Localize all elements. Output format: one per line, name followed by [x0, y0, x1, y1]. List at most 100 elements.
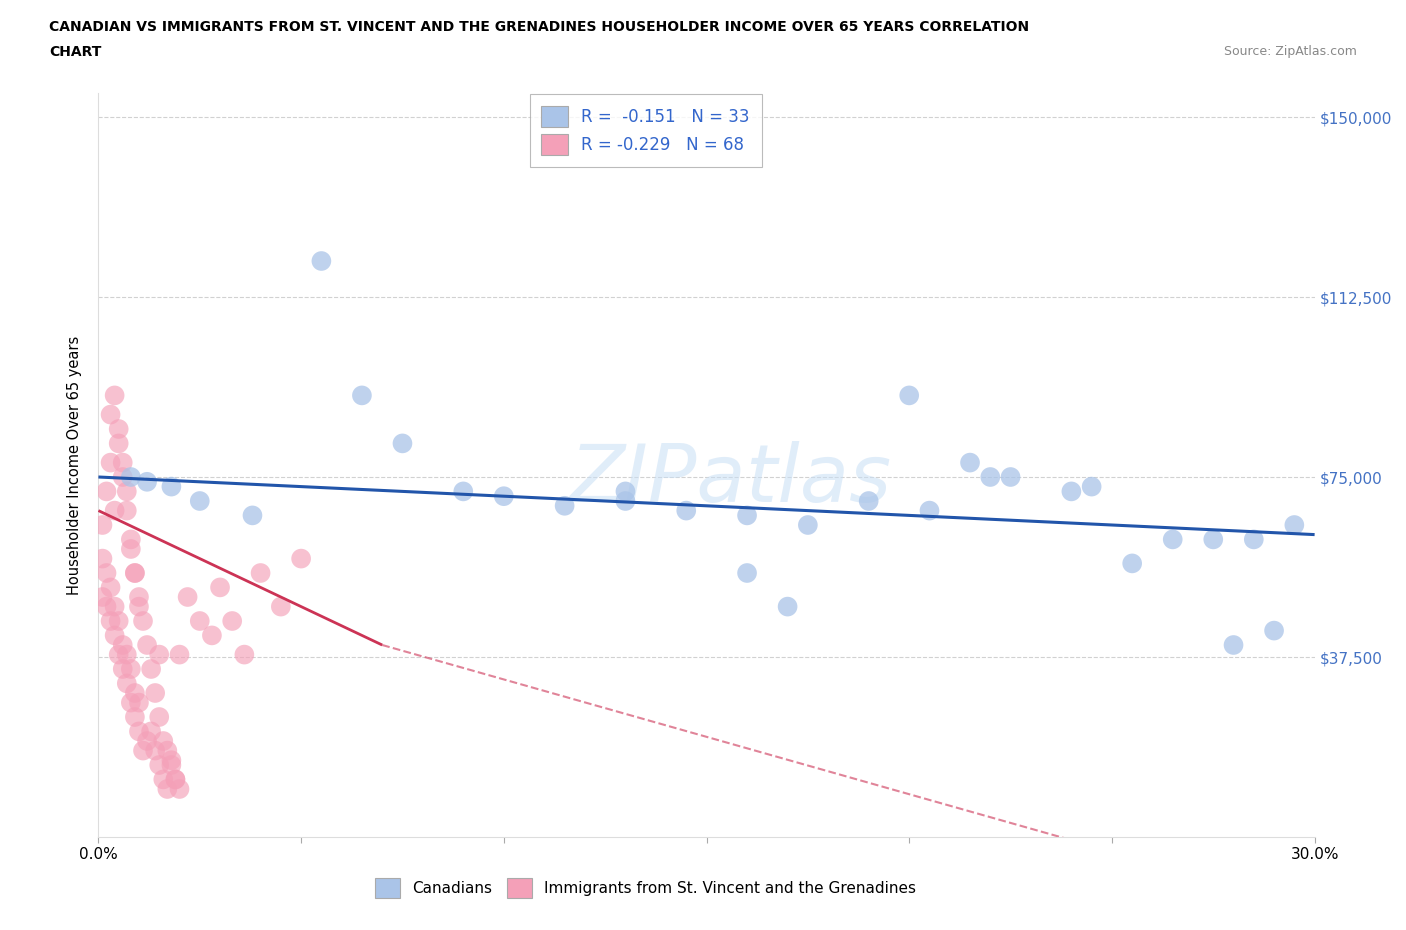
Point [91, 590, 114, 604]
Point [1121, 556, 1143, 571]
Point [918, 503, 941, 518]
Text: Source: ZipAtlas.com: Source: ZipAtlas.com [1223, 45, 1357, 58]
Point [959, 455, 981, 470]
Point [120, 541, 142, 556]
Point [100, 614, 122, 629]
Point [188, 614, 211, 629]
Point [1202, 532, 1225, 547]
Point [160, 758, 183, 773]
Point [124, 710, 146, 724]
Point [115, 503, 138, 518]
Point [96, 565, 118, 580]
Point [148, 710, 170, 724]
Point [104, 599, 127, 614]
Point [169, 647, 191, 662]
Point [132, 743, 155, 758]
Point [96, 599, 118, 614]
Point [156, 781, 179, 796]
Point [209, 580, 232, 595]
Point [1243, 532, 1265, 547]
Point [136, 638, 159, 653]
Point [1000, 470, 1022, 485]
Point [152, 734, 174, 749]
Point [143, 743, 166, 758]
Point [91, 518, 114, 533]
Text: ZIPatlas: ZIPatlas [569, 441, 891, 519]
Point [1222, 638, 1244, 653]
Point [148, 647, 170, 662]
Point [115, 484, 138, 498]
Text: CANADIAN VS IMMIGRANTS FROM ST. VINCENT AND THE GRENADINES HOUSEHOLDER INCOME OV: CANADIAN VS IMMIGRANTS FROM ST. VINCENT … [49, 20, 1029, 34]
Point [270, 599, 292, 614]
Point [100, 580, 122, 595]
Point [776, 599, 799, 614]
Point [91, 551, 114, 566]
Point [100, 407, 122, 422]
Point [176, 590, 198, 604]
Point [492, 489, 515, 504]
Point [311, 254, 333, 269]
Point [169, 781, 191, 796]
Point [1080, 479, 1102, 494]
Point [111, 455, 134, 470]
Point [735, 508, 758, 523]
Point [96, 484, 118, 498]
Point [249, 565, 271, 580]
Point [152, 772, 174, 787]
Text: CHART: CHART [49, 45, 101, 59]
Point [120, 695, 142, 710]
Point [124, 685, 146, 700]
Point [136, 734, 159, 749]
Point [160, 752, 183, 767]
Point [290, 551, 312, 566]
Point [165, 772, 187, 787]
Point [120, 470, 142, 485]
Point [104, 388, 127, 403]
Y-axis label: Householder Income Over 65 years: Householder Income Over 65 years [67, 336, 83, 594]
Point [614, 484, 637, 498]
Point [614, 494, 637, 509]
Point [104, 503, 127, 518]
Point [139, 661, 162, 676]
Point [1161, 532, 1184, 547]
Point [188, 494, 211, 509]
Point [107, 647, 129, 662]
Point [115, 647, 138, 662]
Point [136, 474, 159, 489]
Point [111, 638, 134, 653]
Point [156, 743, 179, 758]
Legend: Canadians, Immigrants from St. Vincent and the Grenadines: Canadians, Immigrants from St. Vincent a… [370, 872, 922, 904]
Point [128, 695, 150, 710]
Point [107, 436, 129, 451]
Point [128, 599, 150, 614]
Point [120, 532, 142, 547]
Point [1060, 484, 1083, 498]
Point [148, 758, 170, 773]
Point [100, 455, 122, 470]
Point [165, 772, 187, 787]
Point [797, 518, 820, 533]
Point [111, 661, 134, 676]
Point [107, 614, 129, 629]
Point [111, 470, 134, 485]
Point [120, 661, 142, 676]
Point [554, 498, 576, 513]
Point [124, 565, 146, 580]
Point [391, 436, 413, 451]
Point [735, 565, 758, 580]
Point [128, 724, 150, 738]
Point [132, 614, 155, 629]
Point [858, 494, 880, 509]
Point [143, 685, 166, 700]
Point [350, 388, 373, 403]
Point [979, 470, 1001, 485]
Point [104, 628, 127, 643]
Point [128, 590, 150, 604]
Point [107, 421, 129, 436]
Point [139, 724, 162, 738]
Point [1284, 518, 1306, 533]
Point [233, 647, 256, 662]
Point [453, 484, 475, 498]
Point [242, 508, 264, 523]
Point [675, 503, 697, 518]
